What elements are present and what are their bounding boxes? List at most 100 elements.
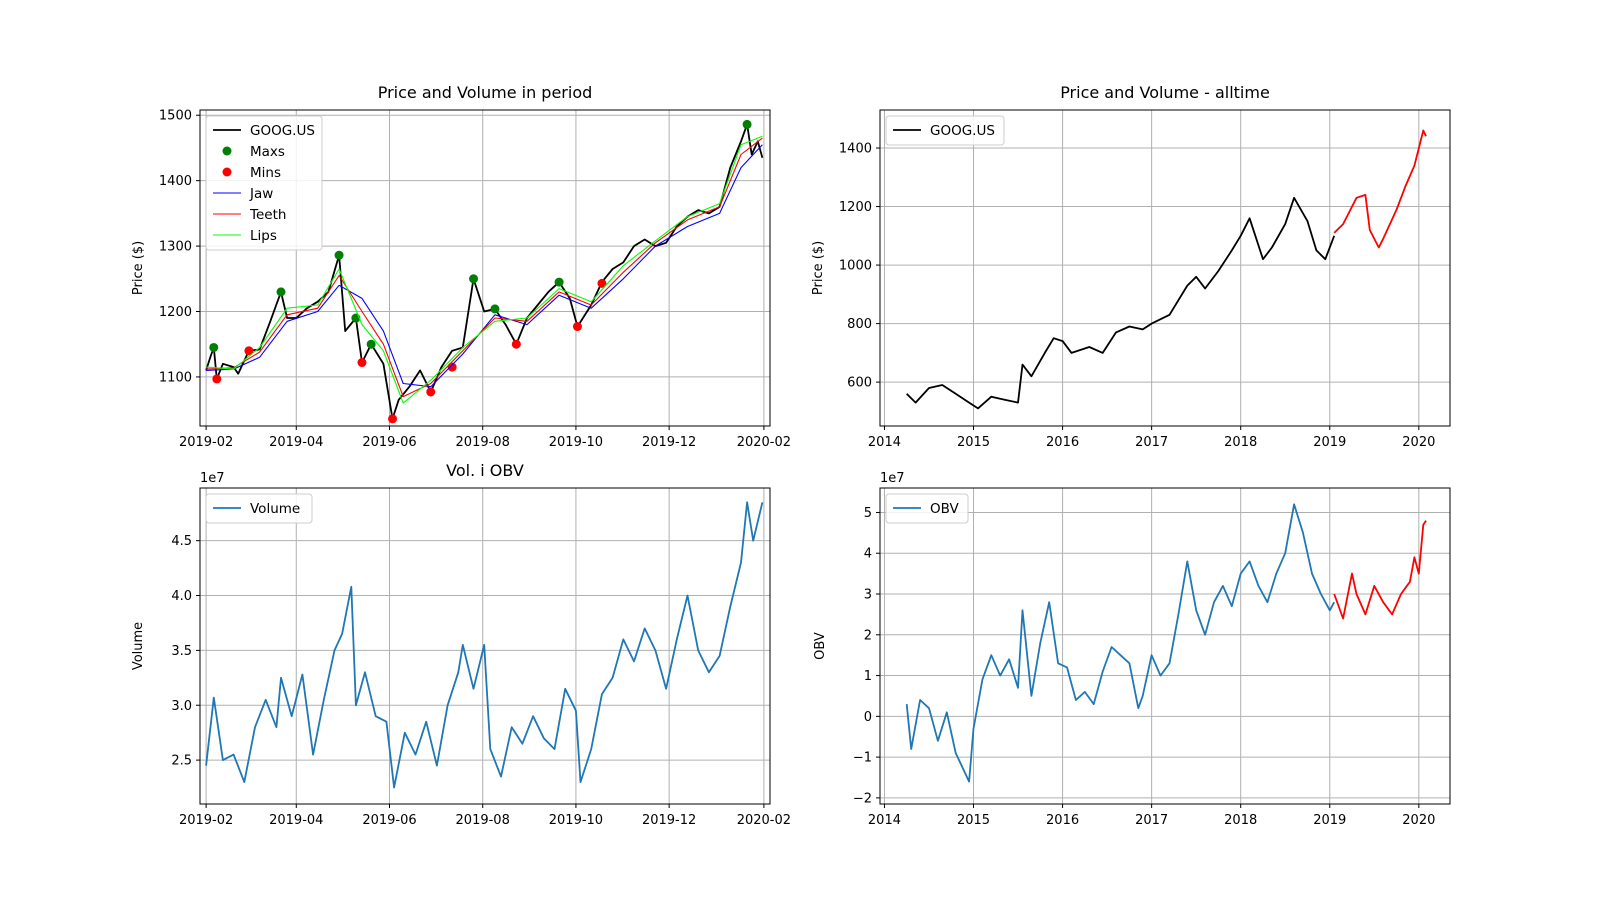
series-line-goog-us (205, 123, 764, 420)
series-line-highlight (1333, 129, 1427, 249)
series-line-volume (205, 501, 764, 789)
legend-label-maxs: Maxs (250, 144, 285, 160)
axes-frame (879, 109, 1451, 427)
series-line-teeth (206, 137, 763, 398)
legend: OBV (885, 493, 969, 524)
axes-frame (199, 487, 771, 805)
point-maxs (554, 277, 564, 287)
x-tick-label: 2015 (957, 813, 990, 828)
y-tick-label: 2.5 (171, 754, 192, 769)
legend-marker-mins (222, 167, 232, 177)
legend-marker-maxs (222, 146, 232, 156)
chart-volume: 2019-02 2019-04 2019-06 2019-08 2019-10 2019-… (131, 461, 791, 828)
legend-label-teeth: Teeth (249, 207, 286, 223)
y-tick-label: 1500 (159, 109, 192, 124)
y-offset-label: 1e7 (200, 471, 225, 486)
legend-label-lips: Lips (250, 228, 277, 244)
legend-box (205, 115, 323, 251)
point-mins (572, 322, 582, 332)
legend-label-goog-us: GOOG.US (930, 123, 995, 139)
point-mins (388, 414, 398, 424)
y-tick-label: 1 (864, 669, 872, 684)
x-tick-label: 2020 (1402, 435, 1435, 450)
x-tick-label: 2016 (1046, 435, 1079, 450)
x-tick-label: 2018 (1224, 435, 1257, 450)
legend-label-obv: OBV (930, 501, 959, 517)
x-tick-label: 2019-08 (456, 435, 510, 450)
x-tick-label: 2019-10 (549, 813, 603, 828)
x-tick-label: 2019-06 (362, 435, 416, 450)
y-tick-label: 3.5 (171, 644, 192, 659)
plot-area (205, 501, 764, 789)
plot-area (906, 129, 1427, 410)
y-tick-label: 4.0 (171, 589, 192, 604)
point-maxs (742, 119, 752, 129)
legend-label-volume: Volume (250, 501, 300, 517)
y-axis-label: OBV (813, 632, 828, 660)
chart-price-alltime: 2014 2015 2016 2017 2018 2019 2020 600 800 1000 12… (811, 83, 1451, 450)
point-maxs (209, 342, 219, 352)
x-tick-label: 2019-04 (269, 813, 323, 828)
x-tick-label: 2019-02 (179, 813, 233, 828)
y-tick-label: 1000 (839, 259, 872, 274)
series-line-goog-us (906, 196, 1336, 410)
point-mins (426, 387, 436, 397)
y-tick-label: 1400 (159, 174, 192, 189)
x-tick-label: 2019-02 (179, 435, 233, 450)
y-tick-label: 800 (847, 317, 872, 332)
y-tick-label: 3 (864, 588, 872, 603)
x-tick-label: 2015 (957, 435, 990, 450)
y-tick-label: 1200 (159, 305, 192, 320)
y-tick-label: 1300 (159, 240, 192, 255)
x-tick-label: 2014 (868, 435, 901, 450)
plot-area (205, 119, 764, 424)
legend: GOOG.US Maxs Mins Jaw Teeth Lips (205, 115, 323, 251)
point-mins (244, 346, 254, 356)
x-tick-label: 2018 (1224, 813, 1257, 828)
x-tick-label: 2019-08 (456, 813, 510, 828)
point-mins (511, 339, 521, 349)
x-tick-label: 2016 (1046, 813, 1079, 828)
point-maxs (469, 274, 479, 284)
series-line-obv (905, 503, 1335, 783)
axes-frame (199, 109, 771, 427)
plot-area (905, 503, 1427, 783)
legend: Volume (205, 493, 313, 524)
y-tick-label: 1400 (839, 142, 872, 157)
x-tick-label: 2019-06 (362, 813, 416, 828)
legend-label-goog-us: GOOG.US (250, 123, 315, 139)
series-line-lips (206, 135, 763, 404)
chart-title: Vol. i OBV (446, 461, 524, 480)
x-tick-label: 2019-12 (642, 435, 696, 450)
point-mins (212, 374, 222, 384)
y-tick-label: 1200 (839, 200, 872, 215)
y-tick-label: 600 (847, 376, 872, 391)
point-maxs (334, 250, 344, 260)
chart-title: Price and Volume - alltime (1060, 83, 1270, 102)
y-tick-label: 0 (864, 710, 872, 725)
chart-obv: 2014 2015 2016 2017 2018 2019 2020 −2 −1 0 1 2 3 4 5 OB… (813, 471, 1451, 828)
y-tick-label: 1100 (159, 370, 192, 385)
gridlines (880, 110, 1450, 426)
x-tick-label: 2019-04 (269, 435, 323, 450)
x-tick-label: 2019 (1313, 435, 1346, 450)
chart-price-period: 2019-02 2019-04 2019-06 2019-08 2019-10 2019-… (131, 83, 791, 450)
y-tick-label: 4 (864, 547, 872, 562)
point-mins (597, 278, 607, 288)
legend: GOOG.US (885, 115, 1005, 146)
y-tick-label: −2 (853, 791, 872, 806)
axes-frame (879, 487, 1451, 805)
point-mins (447, 362, 457, 372)
x-tick-label: 2020-02 (737, 813, 791, 828)
y-axis-label: Price ($) (131, 241, 146, 295)
x-tick-label: 2017 (1135, 813, 1168, 828)
legend-label-mins: Mins (250, 165, 281, 181)
x-tick-label: 2017 (1135, 435, 1168, 450)
y-tick-label: −1 (853, 751, 872, 766)
x-tick-label: 2014 (868, 813, 901, 828)
gridlines (880, 488, 1450, 804)
y-axis-label: Price ($) (811, 241, 826, 295)
legend-box (205, 493, 313, 524)
y-tick-label: 4.5 (171, 534, 192, 549)
